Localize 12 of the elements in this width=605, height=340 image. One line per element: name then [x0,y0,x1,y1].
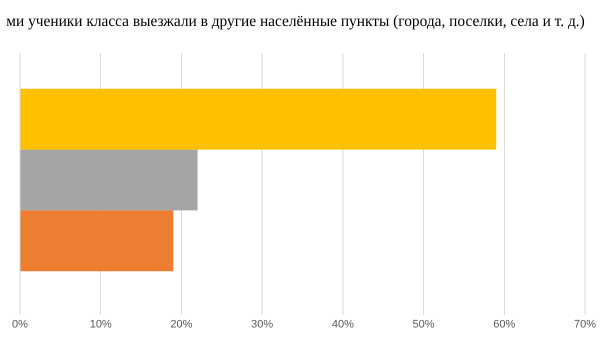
x-tick-label: 60% [493,318,516,330]
chart-title: ми ученики класса выезжали в другие населённые пункты (города, поселки, села и т. д.) [6,12,585,30]
bar [20,150,198,210]
bar [20,210,174,272]
x-tick-label: 40% [332,318,354,330]
x-tick-label: 30% [251,318,274,330]
x-tick-label: 20% [170,318,193,330]
x-tick-label: 0% [12,318,28,330]
x-tick-label: 10% [90,318,112,330]
x-tick-label: 50% [412,318,435,330]
x-tick-label: 70% [574,318,596,330]
bar [20,88,496,150]
